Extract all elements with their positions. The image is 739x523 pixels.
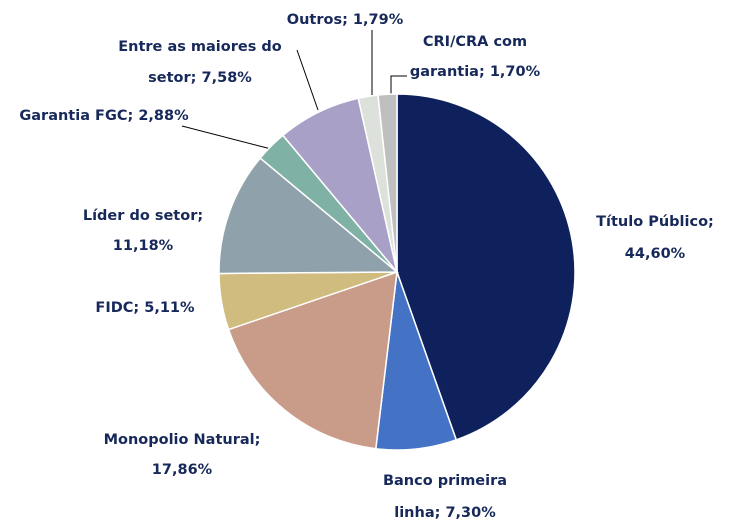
data-label: 17,86% <box>152 462 213 478</box>
data-label: 11,18% <box>113 238 174 254</box>
leader-lines <box>181 30 407 151</box>
data-label: garantia; 1,70% <box>410 64 541 80</box>
slice <box>227 270 398 450</box>
leader-line <box>296 49 319 111</box>
data-label: Entre as maiores do <box>118 39 282 55</box>
leader-line <box>181 125 276 151</box>
data-label: setor; 7,58% <box>148 70 252 86</box>
data-label: Título Público; <box>596 214 714 230</box>
data-label: Líder do setor; <box>83 208 203 224</box>
slice <box>218 157 400 275</box>
leader-line <box>390 75 407 100</box>
data-label: Outros; 1,79% <box>287 12 404 28</box>
data-label: CRI/CRA com <box>423 34 527 50</box>
data-label: Monopolio Natural; <box>104 432 261 448</box>
data-label: Garantia FGC; 2,88% <box>19 108 189 124</box>
data-label: FIDC; 5,11% <box>95 300 195 316</box>
data-label: 44,60% <box>625 246 686 262</box>
data-label: Banco primeira <box>383 473 507 489</box>
slices <box>218 93 576 451</box>
slice <box>377 93 398 273</box>
data-label: linha; 7,30% <box>394 505 496 521</box>
slice <box>396 93 576 441</box>
